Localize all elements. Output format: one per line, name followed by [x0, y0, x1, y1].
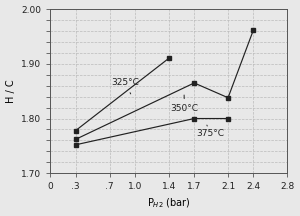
Y-axis label: H / C: H / C: [6, 79, 16, 103]
Text: 350°C: 350°C: [170, 95, 199, 113]
Text: 325°C: 325°C: [111, 78, 139, 94]
Text: 375°C: 375°C: [196, 125, 224, 138]
X-axis label: P$_{H2}$ (bar): P$_{H2}$ (bar): [147, 197, 191, 210]
